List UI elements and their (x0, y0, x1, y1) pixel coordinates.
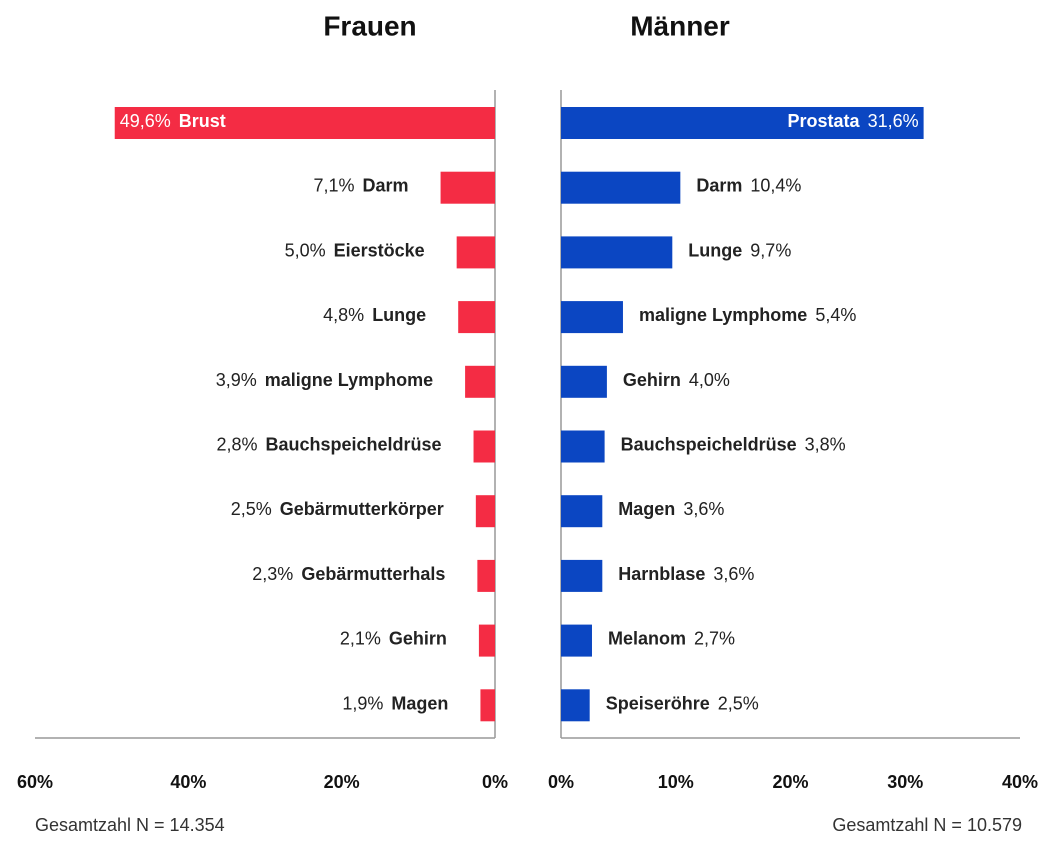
bar (561, 365, 607, 398)
category-label: Gehirn (623, 370, 681, 390)
bar-label: maligne Lymphome 5,4% (639, 305, 856, 325)
bar-label: Magen 3,6% (618, 499, 724, 519)
category-label: Lunge (372, 305, 426, 325)
bar (465, 365, 495, 398)
category-label: Brust (179, 111, 226, 131)
bar (477, 559, 495, 592)
value-label: 5,4% (815, 305, 856, 325)
x-tick-label: 60% (17, 772, 53, 792)
value-label: 2,8% (216, 434, 257, 454)
bar (561, 624, 592, 657)
bar (561, 107, 924, 139)
bar-label: Bauchspeicheldrüse 3,8% (621, 434, 846, 454)
x-tick-label: 30% (887, 772, 923, 792)
bar-label: 2,1% Gehirn (340, 628, 447, 648)
value-label: 7,1% (314, 175, 355, 195)
bar (561, 689, 590, 722)
x-tick-label: 20% (772, 772, 808, 792)
value-label: 4,8% (323, 305, 364, 325)
bar-label: 7,1% Darm (314, 175, 409, 195)
category-label: Gebärmutterkörper (280, 499, 444, 519)
bar-label: Prostata 31,6% (788, 111, 919, 131)
bar-label: 2,8% Bauchspeicheldrüse (216, 434, 441, 454)
chart-title: Frauen (323, 10, 416, 41)
category-label: Gebärmutterhals (301, 564, 445, 584)
category-label: Bauchspeicheldrüse (265, 434, 441, 454)
category-label: Darm (696, 175, 742, 195)
bar-label: 3,9% maligne Lymphome (216, 370, 433, 390)
bar-label: 5,0% Eierstöcke (285, 240, 425, 260)
value-label: 3,6% (683, 499, 724, 519)
category-label: Darm (363, 175, 409, 195)
category-label: Gehirn (389, 628, 447, 648)
x-tick-label: 0% (482, 772, 508, 792)
bar (561, 495, 603, 528)
bar-label: Darm 10,4% (696, 175, 801, 195)
category-label: Harnblase (618, 564, 705, 584)
category-label: Melanom (608, 628, 686, 648)
category-label: Lunge (688, 240, 742, 260)
value-label: 5,0% (285, 240, 326, 260)
category-label: Magen (618, 499, 675, 519)
x-tick-label: 20% (324, 772, 360, 792)
value-label: 10,4% (750, 175, 801, 195)
note: Gesamtzahl N = 10.579 (832, 815, 1022, 835)
bar (561, 430, 605, 463)
value-label: 49,6% (120, 111, 171, 131)
chart-title: Männer (630, 10, 730, 41)
bar (475, 495, 495, 528)
bar (473, 430, 495, 463)
x-tick-label: 40% (1002, 772, 1038, 792)
bar-label: 4,8% Lunge (323, 305, 426, 325)
bar (478, 624, 495, 657)
note: Gesamtzahl N = 14.354 (35, 815, 225, 835)
value-label: 2,1% (340, 628, 381, 648)
value-label: 31,6% (868, 111, 919, 131)
bar-label: 2,3% Gebärmutterhals (252, 564, 445, 584)
bar-label: 1,9% Magen (342, 693, 448, 713)
bar (480, 689, 495, 722)
bar (561, 559, 603, 592)
x-tick-label: 40% (170, 772, 206, 792)
bar-label: Harnblase 3,6% (618, 564, 754, 584)
value-label: 2,5% (718, 693, 759, 713)
bar (561, 236, 673, 269)
category-label: maligne Lymphome (639, 305, 807, 325)
x-tick-label: 10% (658, 772, 694, 792)
value-label: 4,0% (689, 370, 730, 390)
bar-label: 49,6% Brust (120, 111, 226, 131)
bar-label: Lunge 9,7% (688, 240, 791, 260)
bar-label: Gehirn 4,0% (623, 370, 730, 390)
bar (561, 171, 681, 204)
value-label: 9,7% (750, 240, 791, 260)
value-label: 1,9% (342, 693, 383, 713)
value-label: 2,5% (231, 499, 272, 519)
bar (114, 107, 495, 139)
category-label: Prostata (788, 111, 861, 131)
bar (561, 301, 623, 334)
value-label: 3,9% (216, 370, 257, 390)
bar (458, 301, 495, 334)
category-label: Eierstöcke (334, 240, 425, 260)
value-label: 3,8% (805, 434, 846, 454)
bar (440, 171, 495, 204)
bar-label: 2,5% Gebärmutterkörper (231, 499, 444, 519)
value-label: 2,3% (252, 564, 293, 584)
category-label: Bauchspeicheldrüse (621, 434, 797, 454)
category-label: maligne Lymphome (265, 370, 433, 390)
bar (456, 236, 495, 269)
x-tick-label: 0% (548, 772, 574, 792)
bar-label: Speiseröhre 2,5% (606, 693, 759, 713)
category-label: Magen (391, 693, 448, 713)
value-label: 2,7% (694, 628, 735, 648)
value-label: 3,6% (713, 564, 754, 584)
bar-label: Melanom 2,7% (608, 628, 735, 648)
category-label: Speiseröhre (606, 693, 710, 713)
